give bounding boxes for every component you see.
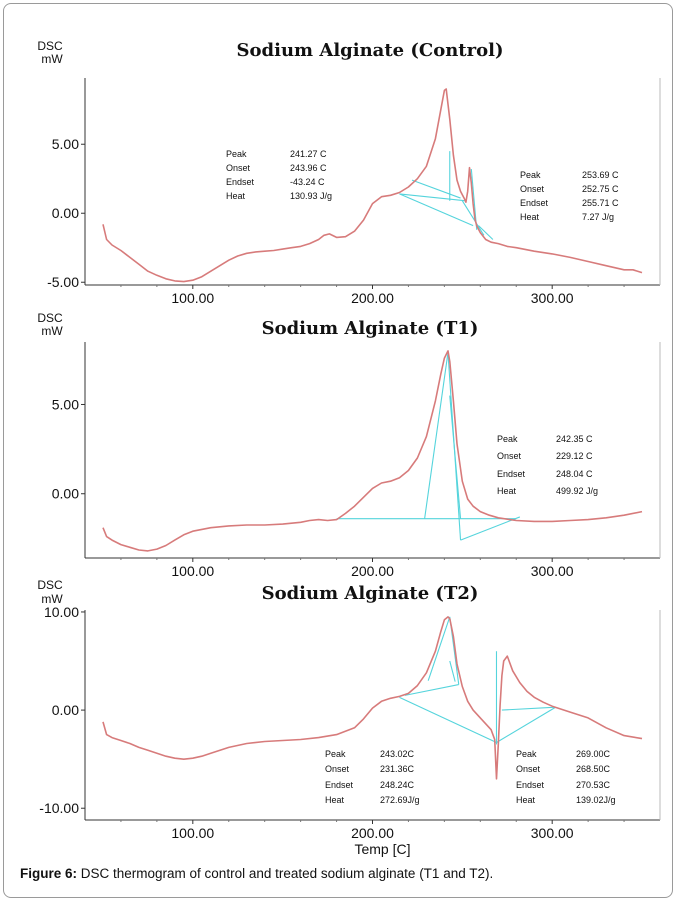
x-tick-label: 100.00: [171, 563, 214, 579]
annotation-value: 255.71 C: [582, 198, 619, 208]
annotation-value: 272.69J/g: [380, 795, 420, 805]
y-axis-label-quantity: DSC: [37, 311, 63, 325]
baseline-construction-line: [427, 616, 451, 681]
y-tick-label: -5.00: [47, 274, 79, 290]
baseline-construction-line: [424, 352, 449, 519]
annotation-value: 253.69 C: [582, 170, 619, 180]
annotation-value: 499.92 J/g: [556, 486, 598, 496]
baseline-construction-line: [460, 516, 521, 541]
y-tick-label: 0.00: [52, 702, 79, 718]
y-tick-label: -10.00: [39, 800, 79, 816]
annotation-value: 248.24C: [380, 780, 415, 790]
x-axis-label: Temp [C]: [354, 841, 410, 857]
annotation-label: Endset: [516, 780, 545, 790]
caption-label: Figure 6:: [20, 866, 78, 881]
baseline-construction-line: [496, 706, 557, 743]
figure-caption: Figure 6: DSC thermogram of control and …: [20, 866, 493, 881]
annotation-value: 269.00C: [576, 749, 611, 759]
baseline-construction-line: [404, 684, 459, 696]
annotation-label: Endset: [226, 177, 255, 187]
y-tick-label: 5.00: [52, 396, 79, 412]
dsc-curve: [102, 88, 643, 283]
y-axis-label-quantity: DSC: [37, 578, 63, 592]
baseline-construction-line: [501, 706, 556, 711]
annotation-value: 229.12 C: [556, 451, 593, 461]
y-tick-label: 0.00: [52, 205, 79, 221]
baseline-construction-line: [411, 179, 461, 199]
y-axis-label-unit: mW: [41, 52, 63, 66]
annotation-value: 242.35 C: [556, 434, 593, 444]
y-tick-label: 0.00: [52, 486, 79, 502]
annotation-label: Heat: [497, 486, 517, 496]
annotation-label: Heat: [520, 212, 540, 222]
x-tick-label: 300.00: [531, 290, 574, 306]
x-tick-label: 100.00: [171, 290, 214, 306]
annotation-label: Onset: [325, 764, 350, 774]
annotation-label: Endset: [497, 469, 526, 479]
annotation-value: 243.02C: [380, 749, 415, 759]
baseline-construction-line: [399, 193, 466, 202]
x-tick-label: 300.00: [531, 825, 574, 841]
dsc-curve: [102, 350, 643, 552]
annotation-label: Peak: [325, 749, 346, 759]
chart-title: Sodium Alginate (T2): [262, 583, 479, 604]
annotation-value: 252.75 C: [582, 184, 619, 194]
figure-frame: [3, 3, 673, 898]
annotation-label: Endset: [520, 198, 549, 208]
annotation-value: 241.27 C: [290, 149, 327, 159]
annotation-value: 7.27 J/g: [582, 212, 614, 222]
annotation-label: Peak: [520, 170, 541, 180]
y-axis-label-unit: mW: [41, 592, 63, 606]
y-tick-label: 5.00: [52, 136, 79, 152]
baseline-construction-line: [399, 193, 474, 227]
baseline-construction-line: [478, 225, 494, 240]
annotation-value: -43.24 C: [290, 177, 325, 187]
y-axis-label-quantity: DSC: [37, 39, 63, 53]
annotation-label: Peak: [497, 434, 518, 444]
caption-text: DSC thermogram of control and treated so…: [77, 866, 494, 881]
baseline-construction-line: [449, 660, 456, 682]
annotation-value: 248.04 C: [556, 469, 593, 479]
x-tick-label: 300.00: [531, 563, 574, 579]
y-axis-label-unit: mW: [41, 324, 63, 338]
x-tick-label: 100.00: [171, 825, 214, 841]
y-tick-label: 10.00: [44, 604, 79, 620]
annotation-label: Heat: [516, 795, 536, 805]
annotation-label: Heat: [226, 191, 246, 201]
annotation-value: 130.93 J/g: [290, 191, 332, 201]
annotation-value: 243.96 C: [290, 163, 327, 173]
annotation-value: 139.02J/g: [576, 795, 616, 805]
chart-title: Sodium Alginate (Control): [237, 40, 504, 61]
x-tick-label: 200.00: [351, 290, 394, 306]
baseline-construction-line: [461, 200, 485, 236]
annotation-label: Peak: [516, 749, 537, 759]
x-tick-label: 200.00: [351, 825, 394, 841]
annotation-value: 268.50C: [576, 764, 611, 774]
baseline-construction-line: [449, 395, 462, 519]
annotation-label: Heat: [325, 795, 345, 805]
annotation-label: Peak: [226, 149, 247, 159]
chart-title: Sodium Alginate (T1): [262, 318, 479, 339]
annotation-value: 231.36C: [380, 764, 415, 774]
annotation-label: Endset: [325, 780, 354, 790]
annotation-label: Onset: [516, 764, 541, 774]
annotation-value: 270.53C: [576, 780, 611, 790]
annotation-label: Onset: [520, 184, 545, 194]
annotation-label: Onset: [226, 163, 251, 173]
x-tick-label: 200.00: [351, 563, 394, 579]
dsc-curve: [102, 616, 643, 780]
annotation-label: Onset: [497, 451, 522, 461]
baseline-construction-line: [399, 696, 497, 743]
